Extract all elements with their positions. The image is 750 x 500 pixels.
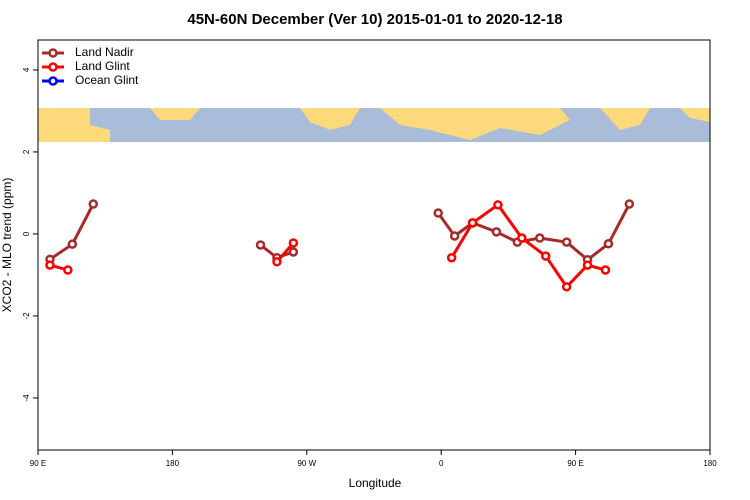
plot-frame xyxy=(37,39,711,451)
legend-label: Ocean Glint xyxy=(75,73,139,87)
point xyxy=(517,233,527,243)
point xyxy=(449,231,460,241)
point xyxy=(67,239,78,249)
legend-marker xyxy=(48,76,58,86)
point xyxy=(600,265,611,275)
point xyxy=(63,265,73,275)
point xyxy=(433,208,443,218)
legend-label: Land Nadir xyxy=(75,45,134,59)
point xyxy=(540,251,551,261)
point xyxy=(288,247,299,257)
point xyxy=(45,260,55,270)
y-tick-label: -2 xyxy=(22,312,31,320)
x-tick-label: 180 xyxy=(703,459,717,468)
point xyxy=(255,240,266,250)
x-tick-label: 90 E xyxy=(30,459,46,468)
point xyxy=(535,233,545,243)
map-strip xyxy=(38,108,710,142)
series-line xyxy=(49,203,631,262)
series-line xyxy=(49,202,606,290)
x-tick-label: 90 W xyxy=(297,459,316,468)
point xyxy=(446,252,457,263)
chart-title: 45N-60N December (Ver 10) 2015-01-01 to … xyxy=(187,11,562,28)
y-tick-label: 4 xyxy=(22,67,31,72)
x-tick-label: 180 xyxy=(166,459,180,468)
point xyxy=(582,260,593,270)
x-tick-label: 90 E xyxy=(567,459,583,468)
point xyxy=(491,227,502,237)
point xyxy=(88,199,99,209)
legend-marker xyxy=(48,62,58,72)
point xyxy=(561,237,572,247)
point xyxy=(288,238,299,248)
y-axis-label: XCO2 - MLO trend (ppm) xyxy=(0,178,14,313)
legend-label: Land Glint xyxy=(75,59,130,73)
point xyxy=(624,199,635,209)
x-axis-label: Longitude xyxy=(349,476,402,490)
point xyxy=(467,218,478,228)
point xyxy=(493,200,503,210)
x-tick-label: 0 xyxy=(439,459,444,468)
y-tick-label: -4 xyxy=(22,394,31,402)
legend-marker xyxy=(48,48,58,58)
point xyxy=(272,257,282,267)
point xyxy=(561,282,572,292)
y-tick-label: 0 xyxy=(22,231,31,236)
point xyxy=(603,239,614,249)
y-tick-label: 2 xyxy=(22,149,31,154)
